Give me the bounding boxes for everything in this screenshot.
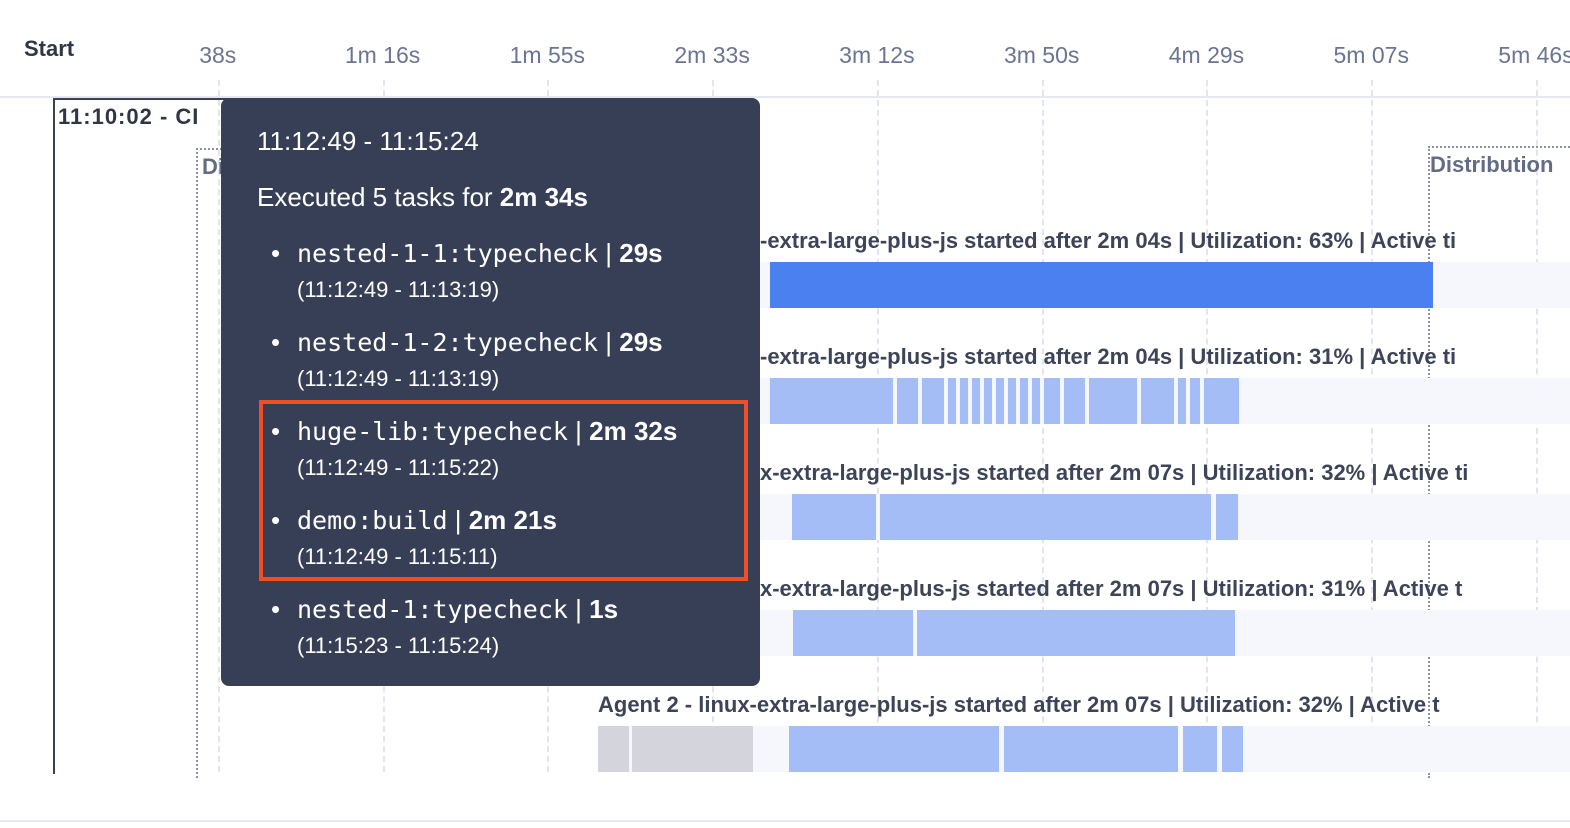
task-segment[interactable]	[1203, 378, 1239, 424]
task-segment[interactable]	[1190, 378, 1201, 424]
task-duration: 29s	[619, 327, 663, 357]
task-segment[interactable]	[1178, 378, 1186, 424]
distribution-right-label: Distribution	[1430, 152, 1554, 177]
tick-label: 1m 16s	[344, 42, 421, 68]
ci-run-group	[53, 98, 255, 774]
summary-prefix: Executed 5 tasks for	[257, 182, 500, 212]
tooltip-time-range: 11:12:49 - 11:15:24	[257, 126, 479, 156]
setup-segment[interactable]	[632, 726, 754, 772]
task-segment[interactable]	[1089, 378, 1138, 424]
task-segment[interactable]	[983, 378, 993, 424]
task-time-range: (11:12:49 - 11:15:11)	[297, 544, 498, 569]
tick-label: 38s	[199, 42, 237, 68]
task-segment[interactable]	[971, 378, 981, 424]
tick-label: 2m 33s	[674, 42, 750, 68]
distribution-left-label: Di	[202, 154, 224, 179]
axis-start-label: Start	[24, 36, 75, 61]
task-time-range: (11:12:49 - 11:13:19)	[297, 277, 500, 302]
task-segment[interactable]	[1019, 378, 1028, 424]
tooltip-task: • huge-lib:typecheck | 2m 32s (11:12:49 - …	[271, 416, 678, 480]
agent-row-label: -extra-large-plus-js started after 2m 04…	[760, 228, 1457, 253]
task-duration: 29s	[619, 238, 663, 268]
gridline	[1206, 80, 1209, 772]
task-name: huge-lib:typecheck	[297, 417, 568, 446]
highlight-box	[259, 400, 748, 581]
tick-label: 4m 29s	[1168, 42, 1245, 68]
task-segment[interactable]	[1007, 378, 1016, 424]
summary-duration: 2m 34s	[499, 182, 588, 212]
task-segment[interactable]	[789, 726, 999, 772]
gridline	[876, 80, 879, 772]
agent-row-label: Agent 2 - linux-extra-large-plus-js star…	[598, 692, 1440, 717]
bullet-icon: •	[271, 505, 281, 535]
bullet-icon: •	[271, 238, 281, 268]
task-segment[interactable]	[959, 378, 969, 424]
task-segment[interactable]	[769, 262, 1433, 308]
task-segment[interactable]	[897, 378, 918, 424]
task-segment[interactable]	[793, 610, 913, 656]
task-time-range: (11:15:23 - 11:15:24)	[297, 633, 500, 658]
task-duration: 2m 21s	[468, 505, 557, 535]
tick-label: 3m 50s	[1003, 42, 1080, 68]
gridline	[1371, 80, 1374, 772]
task-time-range: (11:12:49 - 11:15:22)	[297, 455, 500, 480]
task-segment[interactable]	[1043, 378, 1061, 424]
bullet-icon: •	[271, 594, 281, 624]
agent-row-label: -extra-large-plus-js started after 2m 04…	[760, 344, 1457, 369]
tick-label: 3m 12s	[839, 42, 915, 68]
task-segment[interactable]	[921, 378, 945, 424]
bottom-divider	[0, 820, 1570, 822]
distribution-group-right: Distribution	[1428, 146, 1570, 778]
timeline-tooltip: 11:12:49 - 11:15:24 Executed 5 tasks for…	[221, 98, 760, 686]
tooltip-task: • nested-1:typecheck | 1s (11:15:23 - 11:1…	[271, 594, 619, 658]
task-segment[interactable]	[1031, 378, 1040, 424]
tooltip-summary: Executed 5 tasks for 2m 34s	[257, 182, 588, 213]
task-duration: 2m 32s	[589, 416, 678, 446]
gridline	[217, 80, 220, 772]
agent-row-label: x-extra-large-plus-js started after 2m 0…	[760, 460, 1469, 485]
task-segment[interactable]	[1140, 378, 1174, 424]
task-segment[interactable]	[1004, 726, 1179, 772]
tick-label: 5m 07s	[1333, 42, 1409, 68]
tick-label: 5m 46s	[1498, 42, 1570, 68]
task-segment[interactable]	[1215, 494, 1239, 540]
task-segment[interactable]	[947, 378, 957, 424]
gridline	[1536, 80, 1539, 772]
bullet-icon: •	[271, 327, 281, 357]
tick-label: 1m 55s	[509, 42, 586, 68]
task-segment[interactable]	[1182, 726, 1218, 772]
task-time-range: (11:12:49 - 11:13:19)	[297, 366, 500, 391]
gridline	[1041, 80, 1044, 772]
tooltip-task: • nested-1-2:typecheck | 29s (11:12:49 - 1…	[271, 327, 663, 391]
task-name: nested-1-2:typecheck	[297, 328, 599, 357]
agent-row-label: x-extra-large-plus-js started after 2m 0…	[760, 576, 1463, 601]
task-segment[interactable]	[879, 494, 1212, 540]
tooltip-task: • demo:build | 2m 21s (11:12:49 - 11:15:11…	[271, 505, 557, 569]
task-segment[interactable]	[917, 610, 1236, 656]
tooltip-task: • nested-1-1:typecheck | 29s (11:12:49 - 1…	[271, 238, 663, 302]
task-duration: 1s	[589, 594, 619, 624]
task-segment[interactable]	[792, 494, 877, 540]
axis-divider	[0, 96, 1570, 98]
setup-segment[interactable]	[597, 726, 630, 772]
task-name: nested-1:typecheck	[297, 595, 568, 624]
task-name: demo:build	[297, 506, 448, 535]
task-name: nested-1-1:typecheck	[297, 239, 599, 268]
bullet-icon: •	[271, 416, 281, 446]
task-segment[interactable]	[769, 378, 894, 424]
ci-run-label: 11:10:02 - CI	[58, 104, 200, 129]
task-segment[interactable]	[995, 378, 1004, 424]
task-segment[interactable]	[1221, 726, 1243, 772]
task-segment[interactable]	[1063, 378, 1085, 424]
